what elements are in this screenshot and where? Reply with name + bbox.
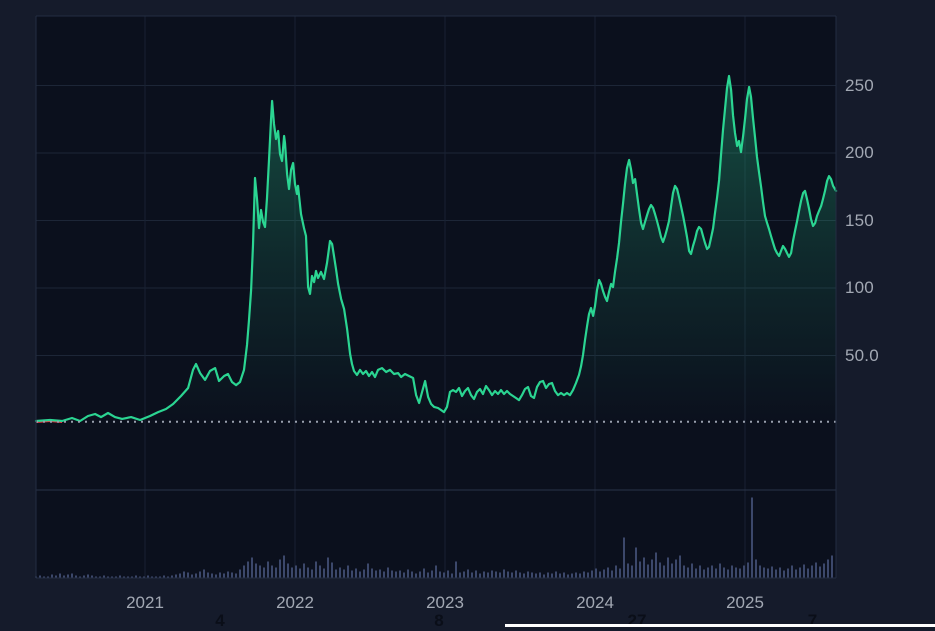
time-tick-label: 2022 bbox=[276, 593, 314, 612]
time-tick-label: 2023 bbox=[426, 593, 464, 612]
price-tick-label: 200 bbox=[845, 143, 874, 162]
clipped-sub-label: 7 bbox=[807, 611, 818, 630]
time-tick-label: 2021 bbox=[126, 593, 164, 612]
clipped-sub-label: 4 bbox=[215, 611, 225, 630]
time-tick-label: 2024 bbox=[576, 593, 614, 612]
time-tick-label: 2025 bbox=[726, 593, 764, 612]
price-tick-label: 50.0 bbox=[845, 345, 879, 365]
price-tick-label: 100 bbox=[845, 278, 874, 297]
price-tick-label: 150 bbox=[845, 210, 874, 230]
price-tick-label: 250 bbox=[845, 75, 874, 95]
clipped-sub-label: 27 bbox=[627, 611, 647, 630]
clipped-sub-label: 8 bbox=[434, 611, 444, 630]
bottom-white-strip bbox=[505, 624, 935, 627]
